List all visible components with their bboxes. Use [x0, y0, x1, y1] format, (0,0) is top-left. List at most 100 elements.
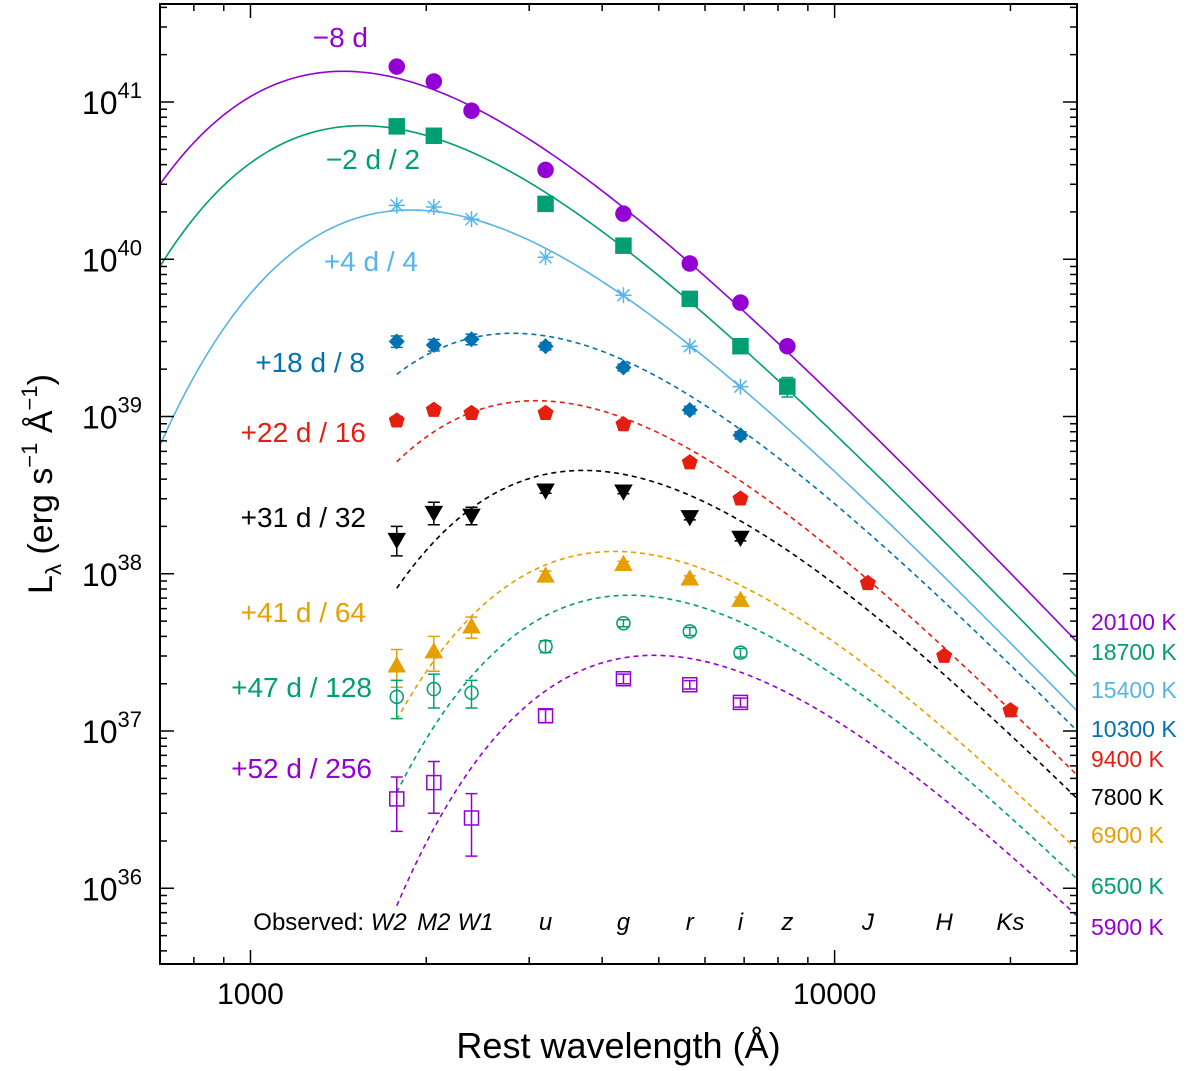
data-point-6-1	[424, 642, 444, 659]
data-point-2-0	[388, 197, 405, 214]
data-point-0-1	[425, 73, 443, 90]
data-point-8-0	[389, 791, 405, 807]
data-point-3-3	[537, 338, 554, 355]
filter-label-g: g	[617, 909, 631, 936]
data-point-4-0	[388, 412, 405, 428]
data-point-6-5	[680, 569, 700, 586]
fit-curve-2	[159, 209, 1078, 712]
epoch-label-2: +4 d / 4	[324, 246, 418, 277]
data-point-7-4	[616, 615, 631, 631]
data-points	[387, 58, 1019, 857]
filter-label-i: i	[738, 909, 744, 936]
error-bar-8-1	[427, 760, 440, 815]
error-bar-8-4	[617, 673, 630, 685]
data-point-7-5	[682, 624, 698, 639]
data-point-3-6	[732, 427, 749, 444]
data-point-1-7	[779, 378, 796, 395]
data-point-2-4	[615, 287, 632, 304]
temperature-label-8: 5900 K	[1091, 914, 1165, 940]
data-point-4-4	[615, 416, 632, 432]
data-point-4-2	[463, 404, 480, 420]
filter-label-W2: W2	[371, 909, 407, 936]
data-point-4-6	[732, 490, 749, 506]
y-tick-label-1: 1037	[82, 707, 142, 750]
data-point-8-5	[682, 676, 698, 693]
data-point-2-2	[463, 211, 480, 228]
data-point-2-1	[425, 198, 442, 215]
epoch-label-5: +31 d / 32	[241, 502, 366, 533]
data-point-5-0	[387, 532, 407, 550]
fit-curve-0	[159, 70, 1078, 643]
error-bar-7-4	[617, 619, 630, 628]
filter-label-u: u	[539, 909, 552, 936]
observed-label: Observed:	[253, 909, 364, 936]
filter-label-J: J	[861, 909, 875, 936]
data-point-1-5	[681, 290, 699, 308]
temperature-label-1: 18700 K	[1091, 639, 1177, 665]
temperature-label-5: 7800 K	[1091, 784, 1165, 810]
data-point-7-6	[733, 645, 748, 660]
error-bar-8-5	[683, 679, 696, 690]
filter-label-r: r	[686, 909, 695, 936]
filter-label-z: z	[780, 909, 793, 936]
fit-curve-8	[396, 654, 1078, 917]
data-point-5-2	[462, 508, 481, 525]
y-tick-label-0: 1036	[82, 864, 142, 907]
y-tick-label-4: 1040	[82, 235, 142, 278]
data-point-3-2	[463, 331, 480, 348]
data-point-5-4	[614, 484, 633, 501]
data-point-8-2	[463, 810, 480, 826]
data-point-0-3	[537, 161, 554, 179]
data-point-7-0	[389, 689, 405, 705]
data-point-8-6	[732, 694, 749, 711]
filter-label-M2: M2	[417, 909, 450, 936]
data-point-6-0	[387, 656, 407, 673]
data-point-1-4	[615, 237, 632, 254]
x-tick-label-1: 10000	[793, 978, 876, 1011]
data-point-0-6	[732, 294, 749, 311]
epoch-label-3: +18 d / 8	[255, 347, 365, 378]
fit-curve-4	[396, 399, 1078, 776]
chart-labels: 1036 1037 1038 1039 1040 1041 1000 10000 Rest wa…	[17, 22, 1177, 1066]
error-bar-8-0	[390, 776, 403, 833]
data-point-4-3	[537, 404, 554, 420]
data-point-6-3	[536, 566, 555, 583]
data-point-2-6	[732, 378, 749, 395]
data-point-3-5	[681, 401, 698, 419]
data-point-2-3	[537, 249, 554, 266]
epoch-label-7: +47 d / 128	[231, 672, 372, 703]
data-point-7-1	[426, 681, 442, 697]
data-point-0-4	[615, 205, 632, 222]
epoch-label-8: +52 d / 256	[231, 753, 372, 784]
temperature-label-6: 6900 K	[1091, 822, 1165, 848]
data-point-0-0	[388, 58, 406, 75]
y-tick-label-2: 1038	[82, 550, 142, 593]
data-point-4-7	[859, 574, 876, 591]
data-point-0-7	[779, 337, 796, 355]
data-point-4-9	[1002, 702, 1019, 718]
x-tick-label-0: 1000	[217, 978, 284, 1011]
data-point-8-1	[426, 774, 442, 791]
data-point-6-4	[614, 554, 633, 571]
epoch-label-0: −8 d	[313, 22, 368, 53]
temperature-label-0: 20100 K	[1091, 609, 1177, 635]
data-point-5-6	[731, 530, 750, 548]
filter-label-H: H	[935, 909, 953, 936]
data-point-6-6	[731, 590, 750, 607]
error-bar-7-5	[683, 626, 696, 637]
temperature-label-2: 15400 K	[1091, 677, 1177, 703]
data-point-7-2	[464, 685, 479, 701]
data-point-1-6	[732, 337, 749, 355]
x-axis-label: Rest wavelength (Å)	[456, 1025, 780, 1066]
data-point-5-1	[424, 505, 444, 523]
data-point-4-8	[936, 647, 953, 663]
y-tick-label-3: 1039	[82, 393, 142, 436]
epoch-label-6: +41 d / 64	[241, 597, 366, 628]
data-point-4-5	[681, 454, 698, 470]
fit-curve-6	[396, 550, 1078, 851]
fit-curve-7	[396, 594, 1078, 880]
y-tick-label-5: 1041	[82, 78, 142, 121]
data-point-4-1	[425, 401, 442, 417]
data-point-3-4	[615, 359, 632, 376]
